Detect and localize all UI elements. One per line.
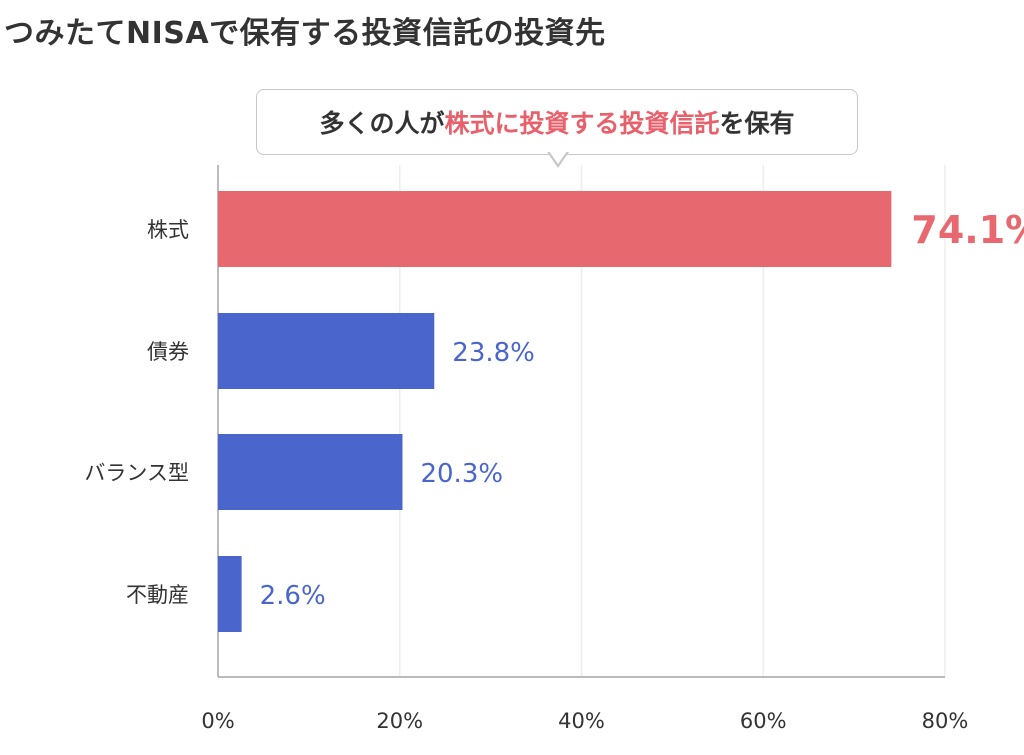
chart-title: つみたてNISAで保有する投資信託の投資先 (4, 16, 606, 51)
callout-text-highlight: 株式に投資する投資信託 (444, 109, 720, 138)
value-label: 20.3% (420, 459, 503, 489)
x-tick-label: 40% (558, 709, 605, 733)
value-label: 74.1% (911, 208, 1024, 252)
x-tick-label: 80% (922, 709, 969, 733)
callout-box: 多くの人が 株式に投資する投資信託 を保有 (256, 89, 858, 155)
x-tick-label: 0% (201, 709, 234, 733)
bar (218, 434, 403, 510)
value-label: 23.8% (452, 338, 535, 368)
callout-text-before: 多くの人が (319, 109, 445, 138)
bar (218, 313, 435, 389)
callout-text-after: を保有 (719, 109, 795, 138)
bar (218, 556, 242, 632)
category-label: バランス型 (84, 461, 189, 485)
x-tick-label: 60% (740, 709, 787, 733)
value-label: 2.6% (260, 581, 326, 611)
category-label: 債券 (147, 340, 189, 364)
category-label: 株式 (147, 218, 189, 242)
category-label: 不動産 (126, 583, 189, 607)
callout-pointer (547, 151, 569, 168)
bar (218, 191, 892, 267)
x-tick-label: 20% (376, 709, 423, 733)
